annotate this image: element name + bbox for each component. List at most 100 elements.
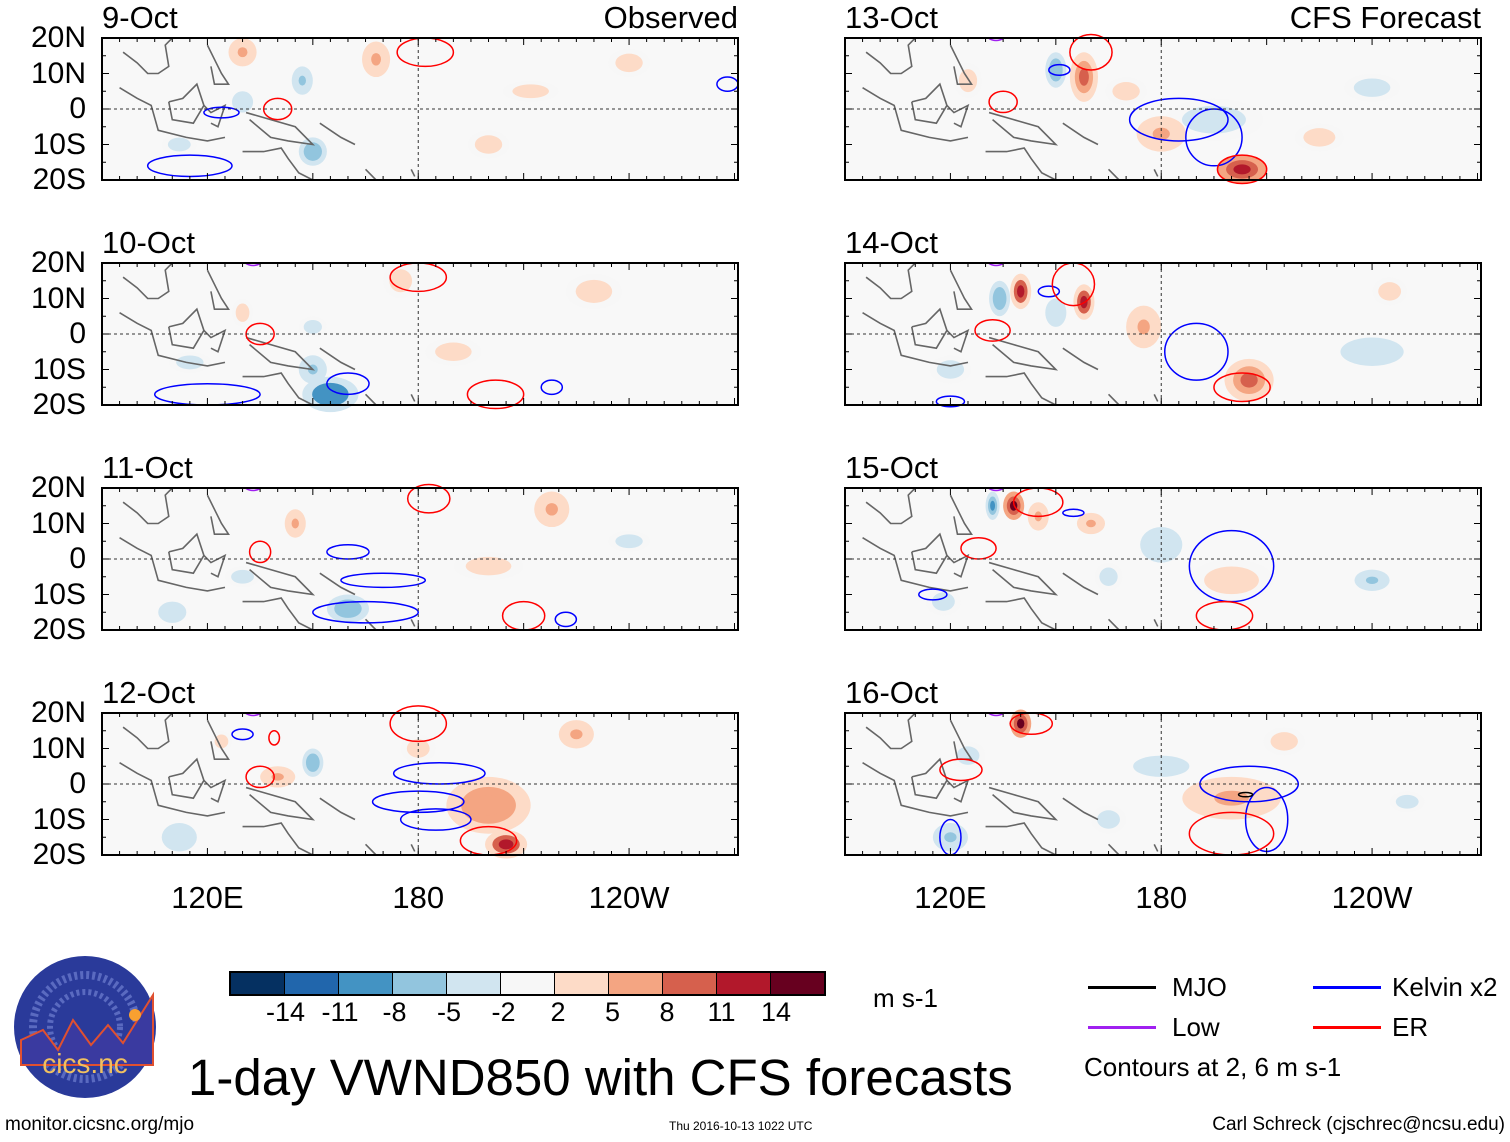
footer-url[interactable]: monitor.cicsnc.org/mjo [5,1114,195,1135]
map-frame [101,262,739,406]
map-frame [101,487,739,631]
coastline [988,336,1059,371]
coastline [865,487,916,525]
coastline [319,122,356,146]
lat-label: 0 [69,542,86,575]
anomaly-shade [371,53,381,66]
anomaly-shade [307,323,318,331]
kelvin-contour [1037,285,1061,298]
coastline [119,762,226,817]
anomaly-shade [1240,372,1258,388]
lat-label: 20N [30,696,86,729]
anomaly-blob [1069,52,1098,102]
anomaly-shade [394,274,407,287]
anomaly-shade [1052,63,1060,77]
legend-line-mjo [1088,986,1156,989]
kelvin-contour [399,808,472,831]
coastline [364,168,377,181]
anomaly-blob [1105,77,1148,106]
er-contour [389,705,448,743]
kelvin-contour [203,106,240,119]
anomaly-shade [1365,576,1379,585]
anomaly-shade [1362,82,1382,93]
anomaly-shade [1052,307,1060,318]
coastline [364,843,377,856]
coastline [985,597,1057,631]
mjo-contour [1237,791,1254,798]
anomaly-blob [1045,298,1067,327]
coastline [242,822,314,856]
map-frame [101,712,739,856]
anomaly-blob [158,601,187,623]
anomaly-blob [467,130,510,159]
kelvin-contour [340,572,427,589]
kelvin-contour [1128,97,1229,142]
colorbar-tick-label: -5 [436,997,462,1027]
anomaly-blob [1076,512,1106,535]
coastline [988,561,1059,596]
lon-label: 120E [171,880,244,915]
coastline [203,778,227,803]
coastline [206,269,230,310]
footer-timestamp: Thu 2016-10-13 1022 UTC [669,1119,813,1133]
anomaly-blob [291,66,313,95]
anomaly-shade [545,503,558,516]
lat-label: 10S [32,577,86,611]
coastline [122,487,173,525]
coastline [949,719,973,760]
map-frame [844,262,1482,406]
anomaly-blob [232,91,254,113]
coastline [865,712,916,750]
anomaly-blob [607,530,651,552]
colorbar-swatch [393,973,447,994]
colorbar-tick-label: -11 [321,997,359,1027]
coastline [946,103,970,128]
lat-label: 20N [30,21,86,54]
coastline [203,553,227,578]
lat-label: 0 [69,92,86,125]
anomaly-blob [1263,727,1306,756]
anomaly-shade [236,573,249,581]
coastline [949,494,973,535]
anomaly-shade [943,364,958,375]
anomaly-blob [232,298,254,327]
lat-label: 0 [69,767,86,800]
coastline [364,393,377,406]
anomaly-blob [1224,358,1274,402]
anomaly-blob [932,823,968,852]
er-contour [248,540,272,564]
anomaly-shade [621,57,637,68]
colorbar-units: m s-1 [873,983,938,1013]
anomaly-shade [167,608,178,616]
map-frame [844,487,1482,631]
coastline [364,618,377,631]
coastline [206,494,230,535]
coastline [1153,393,1159,402]
anomaly-blob [1126,305,1162,349]
coastline [1062,797,1099,821]
panel-source-header: Observed [603,0,738,35]
coastline [319,797,356,821]
anomaly-blob [298,137,327,166]
anomaly-shade [443,346,464,357]
map-panel-12-Oct: 12-Oct 20N 10N 0 10S 20S [31,675,739,870]
lat-label: 20N [30,471,86,504]
anomaly-shade [1233,164,1251,175]
panel-source-header: CFS Forecast [1289,0,1481,35]
anomaly-blob [1136,116,1186,152]
anomaly-shade [570,729,583,740]
coastline [1062,347,1099,371]
coastline [862,762,969,817]
anomaly-blob [953,62,983,99]
anomaly-shade [320,388,341,401]
lon-label: 120W [588,880,670,915]
anomaly-blob [298,316,327,338]
anomaly-shade [340,603,356,614]
coastline [410,618,416,627]
lat-label: 20S [32,613,86,646]
colorbar-swatch [285,973,339,994]
lat-label: 20S [32,163,86,196]
colorbar [229,971,826,996]
map-panel-9-Oct: 9-Oct Observed 20N 10N 0 10S 20S [31,0,739,195]
legend-label-er: ER [1392,1012,1429,1042]
